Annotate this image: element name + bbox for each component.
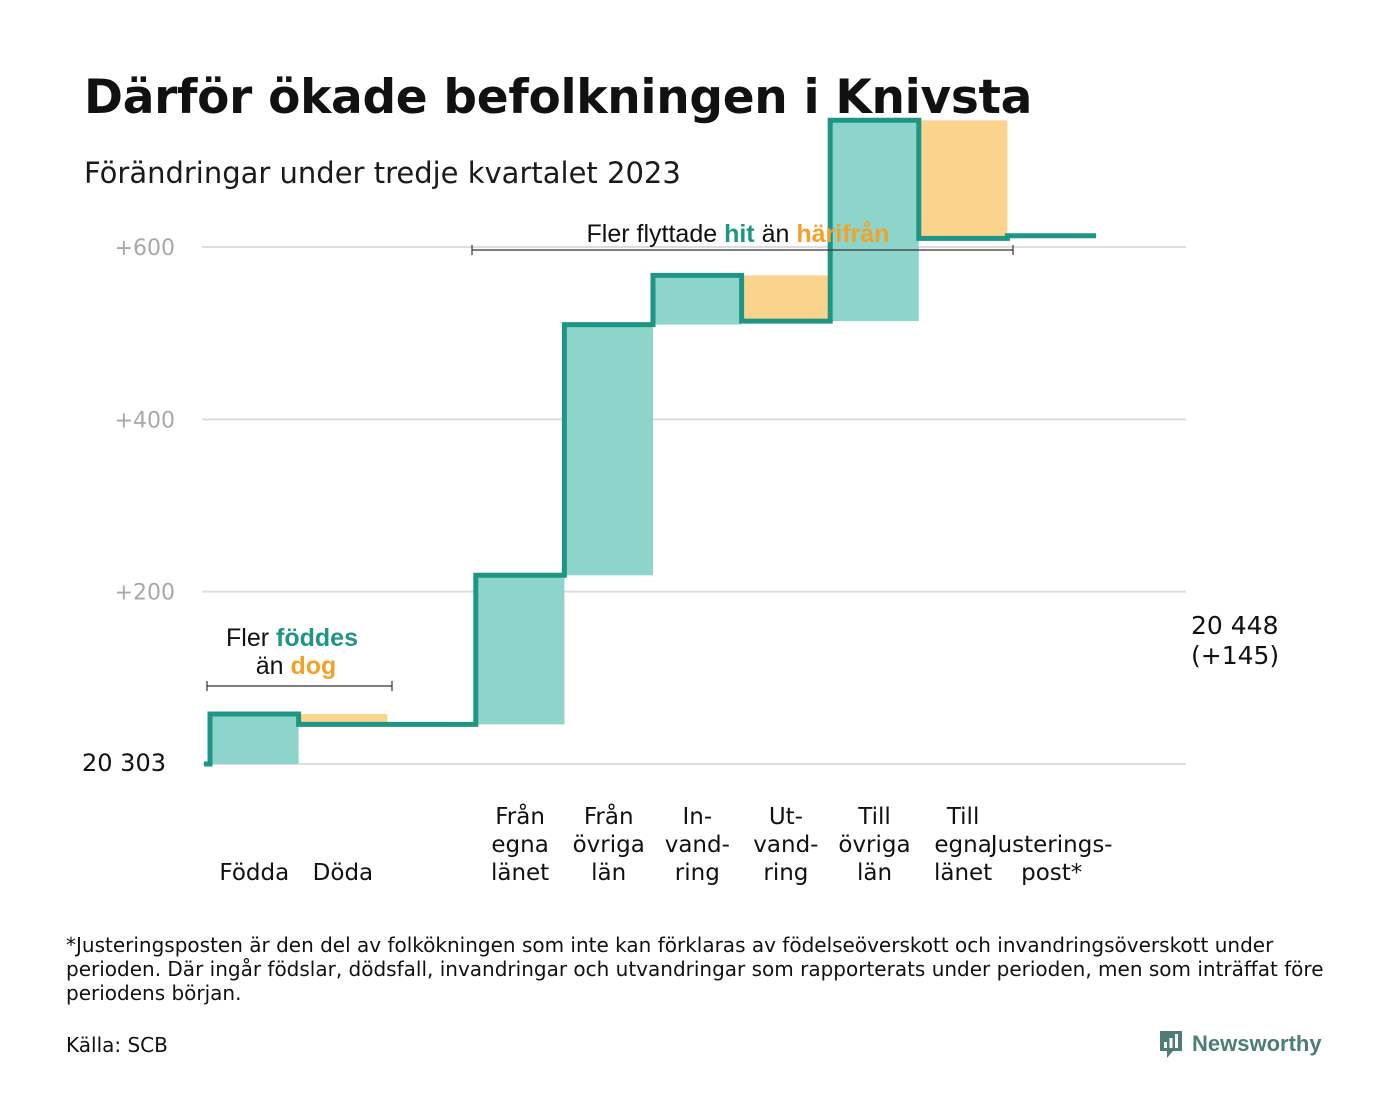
gridlines [202,246,1186,765]
category-label: Till egna länet [934,804,992,886]
svg-text:Fler flyttade hit: Fler flyttade hit än härifrån [587,220,890,248]
category-label: Födda [219,860,289,886]
births-annotation-word2: än [256,652,284,680]
category-label: Till övriga län [838,804,910,886]
decrease-bar [298,714,388,725]
increase-bar [210,714,299,764]
baseline-label: 20 303 [82,749,166,777]
increase-bar [475,575,565,725]
category-label: Från egna länet [491,802,549,886]
end-value-label: 20 448 [1191,611,1278,640]
waterfall-chart: +200 +400 +600 Födda Döda Från egna länet Från ö… [82,117,1279,886]
source-note: Källa: SCB [66,1033,168,1057]
y-tick-label: +400 [115,408,175,433]
svg-text:än dog: än dog [256,652,337,680]
births-annotation-word1: Fler [226,624,269,652]
migration-annotation-word1: Fler flyttade [587,220,718,248]
migration-annotation-highlight1: hit [724,220,755,248]
births-annotation-bracket [206,681,393,691]
bars [210,120,1008,764]
decrease-bar [918,120,1008,239]
chart-title: Därför ökade befolkningen i Knivsta [84,70,1033,125]
y-axis-tick-labels: +200 +400 +600 [115,236,175,606]
migration-annotation-highlight2: härifrån [796,220,889,248]
increase-bar [564,324,653,576]
category-label: Ut-vand-ring [753,804,818,886]
category-label: Justerings-post* [989,832,1113,886]
migration-annotation-word2: än [762,220,790,248]
chart-subtitle: Förändringar under tredje kvartalet 2023 [84,156,681,190]
newsworthy-logo-icon [1160,1031,1182,1058]
category-label: Döda [313,860,373,886]
migration-annotation-bracket [471,245,1014,255]
y-tick-label: +600 [115,236,175,261]
end-change-label: (+145) [1191,641,1279,670]
brand-logo: Newsworthy [1158,1028,1322,1060]
footnote: *Justeringsposten är den del av folkökni… [66,933,1324,1005]
increase-bar [653,275,742,325]
y-tick-label: +200 [115,581,175,606]
births-annotation-highlight1: föddes [276,624,358,652]
category-label: In-vand-ring [665,804,730,886]
category-label: Från övriga län [573,802,645,886]
running-total-line [204,117,1096,767]
births-annotation-highlight2: dog [290,652,336,680]
category-labels: Födda Döda Från egna länet Från övriga län In-va… [219,802,1112,886]
increase-bar [830,120,919,322]
decrease-bar [741,275,831,322]
svg-text:Fler föddes: Fler föddes [226,624,358,652]
running-total-path [204,117,1096,767]
births-annotation: Fler föddes än dog [206,624,393,691]
migration-annotation: Fler flyttade hit än härifrån [471,220,1014,255]
brand-name: Newsworthy [1192,1031,1322,1056]
